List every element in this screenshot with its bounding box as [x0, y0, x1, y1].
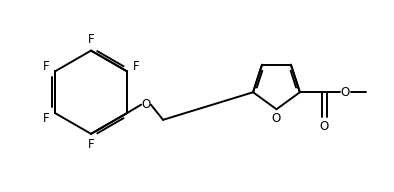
Text: O: O	[141, 98, 151, 111]
Text: O: O	[320, 120, 329, 133]
Text: F: F	[43, 112, 49, 125]
Text: O: O	[272, 112, 281, 125]
Text: F: F	[88, 138, 94, 151]
Text: F: F	[88, 33, 94, 46]
Text: O: O	[341, 86, 350, 99]
Text: F: F	[133, 60, 139, 73]
Text: F: F	[43, 60, 49, 73]
